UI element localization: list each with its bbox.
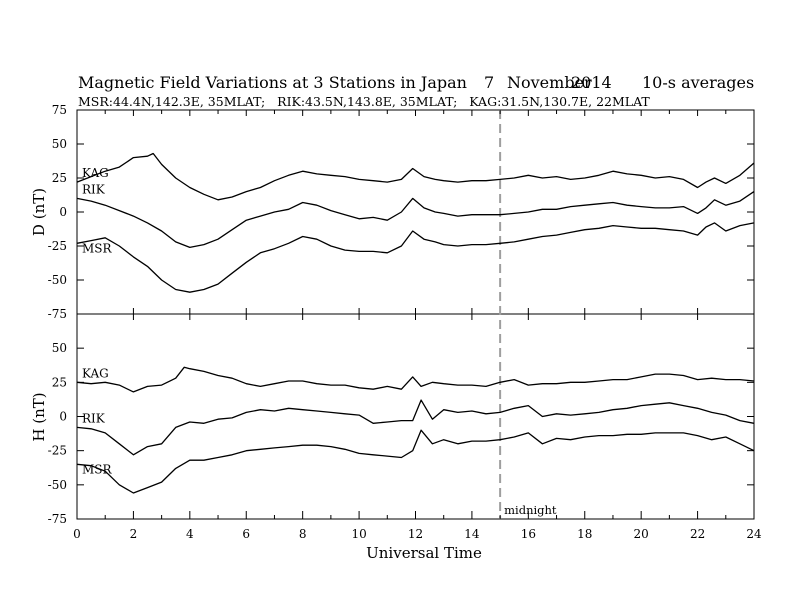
- series-line-d-msr: [76, 222, 755, 293]
- series-line-h-kag: [76, 366, 755, 393]
- y-tick-label: 25: [52, 375, 67, 389]
- x-tick-label: 22: [690, 527, 705, 541]
- x-tick-label: 2: [130, 527, 138, 541]
- series-label: MSR: [82, 462, 113, 476]
- tick-layer: 0 2 4 6 8 10 12 14 16 18 20 22 247550250-25-50-75502…: [48, 103, 762, 541]
- h-axis-label: H (nT): [30, 392, 48, 441]
- x-tick-label: 16: [521, 527, 536, 541]
- y-tick-label: -50: [48, 478, 67, 492]
- y-tick-label: 25: [52, 171, 67, 185]
- title-year: 2014: [571, 73, 612, 92]
- chart-title: Magnetic Field Variations at 3 Stations …: [78, 73, 467, 92]
- x-axis-label: Universal Time: [366, 544, 482, 562]
- y-tick-label: 50: [52, 341, 67, 355]
- midnight-label: midnight: [504, 503, 557, 517]
- chart-subtitle: MSR:44.4N,142.3E, 35MLAT; RIK:43.5N,143.…: [78, 94, 650, 109]
- d-axis-label: D (nT): [30, 188, 48, 236]
- y-tick-label: -75: [48, 512, 67, 526]
- x-tick-label: 6: [242, 527, 250, 541]
- y-tick-label: -75: [48, 307, 67, 321]
- y-tick-label: 0: [59, 410, 67, 424]
- series-layer: KAG RIK MSR KAG RIK MSR: [76, 152, 755, 494]
- y-tick-label: -25: [48, 239, 67, 253]
- y-tick-label: 50: [52, 137, 67, 151]
- series-line-d-rik: [76, 191, 755, 249]
- x-tick-label: 12: [408, 527, 423, 541]
- title-averaging: 10-s averages: [642, 73, 754, 92]
- x-tick-label: 4: [186, 527, 194, 541]
- series-line-h-msr: [76, 429, 755, 494]
- series-line-d-kag: [76, 152, 755, 201]
- x-tick-label: 8: [299, 527, 307, 541]
- x-tick-label: 14: [464, 527, 480, 541]
- series-label: KAG: [82, 166, 109, 180]
- y-tick-label: 75: [52, 103, 67, 117]
- title-month: November: [507, 73, 592, 92]
- series-label: RIK: [82, 182, 106, 196]
- y-tick-label: -25: [48, 444, 67, 458]
- y-tick-label: 0: [59, 205, 67, 219]
- series-label: RIK: [82, 411, 106, 425]
- x-tick-label: 18: [577, 527, 592, 541]
- x-tick-label: 20: [634, 527, 649, 541]
- series-label: MSR: [82, 241, 113, 255]
- series-label: KAG: [82, 366, 109, 380]
- x-tick-label: 24: [746, 527, 762, 541]
- panel-d-frame: [76, 109, 755, 315]
- x-tick-label: 10: [351, 527, 366, 541]
- series-line-h-rik: [76, 399, 755, 456]
- title-day: 7: [484, 73, 494, 92]
- y-tick-label: -50: [48, 273, 67, 287]
- panel-h-frame: [76, 313, 755, 520]
- x-tick-label: 0: [73, 527, 81, 541]
